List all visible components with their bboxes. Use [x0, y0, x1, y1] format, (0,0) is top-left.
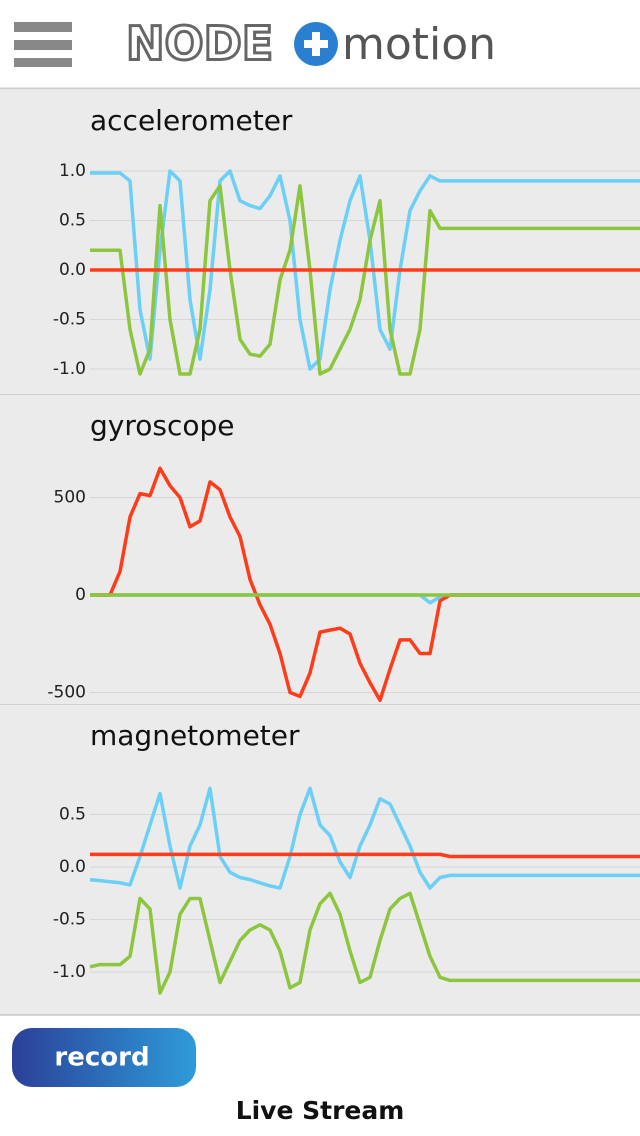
charts: accelerometer 1.0 0.5 0.0 -0.5 -1.0 gyroscope 5… — [0, 90, 640, 1016]
chart-panel — [0, 90, 640, 395]
menu-button[interactable] — [14, 22, 72, 67]
y-tick-label: -1.0 — [53, 359, 86, 379]
chart-title: accelerometer — [90, 104, 293, 137]
menu-bar — [14, 58, 72, 67]
y-tick-label: -0.5 — [53, 910, 86, 930]
chart-title: gyroscope — [90, 409, 234, 442]
y-tick-label: -0.5 — [53, 310, 86, 330]
data-line — [89, 891, 640, 995]
y-tick-label: 0 — [75, 585, 86, 605]
y-tick-label: -1.0 — [53, 962, 86, 982]
y-tick-label: 500 — [54, 488, 86, 508]
record-button-bg — [12, 1028, 196, 1087]
y-tick-label: 0.0 — [59, 857, 86, 877]
y-tick-label: 0.5 — [59, 211, 86, 231]
record-button[interactable]: record — [12, 1028, 196, 1087]
y-tick-label: 1.0 — [59, 161, 86, 181]
data-line — [90, 852, 640, 859]
y-tick-label: -500 — [47, 683, 86, 703]
chart-panel — [0, 395, 640, 705]
y-tick-label: 0.0 — [59, 260, 86, 280]
logo-right: motion — [342, 19, 496, 70]
menu-bar — [14, 22, 72, 32]
data-line — [89, 786, 640, 890]
menu-bar — [14, 40, 72, 50]
y-tick-label: 0.5 — [59, 805, 86, 825]
mode-label: Live Stream — [236, 1096, 405, 1125]
record-label: record — [54, 1043, 149, 1073]
data-line — [90, 169, 640, 371]
logo-left: NODE — [126, 17, 273, 71]
chart-title: magnetometer — [90, 719, 300, 752]
logo-plus — [312, 32, 320, 56]
